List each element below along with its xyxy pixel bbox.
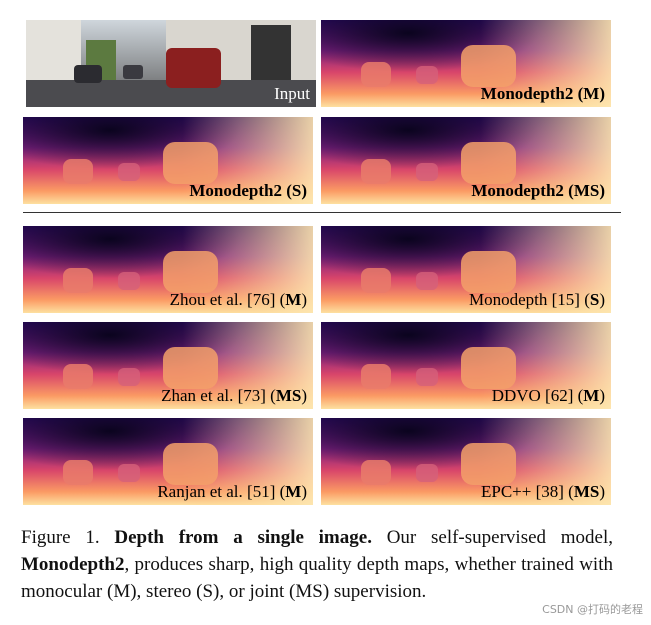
text-run: Zhou et al. [76] ( — [169, 290, 286, 309]
depth-map: EPC++ [38] (MS) — [321, 418, 611, 505]
text-run: Depth from a single image. — [114, 527, 372, 548]
text-run: ) — [599, 290, 605, 309]
depth-map: Ranjan et al. [51] (M) — [23, 418, 313, 505]
text-run: Monodepth2 — [21, 554, 125, 575]
text-run: MS — [573, 482, 600, 501]
panel-label: Monodepth2 (M) — [481, 84, 605, 104]
text-run: MS — [275, 386, 302, 405]
text-run: Zhan et al. [73] ( — [161, 386, 276, 405]
text-run: ) — [301, 482, 307, 501]
text-run: EPC++ [38] ( — [480, 482, 574, 501]
text-run: Monodepth2 (MS) — [471, 181, 605, 200]
text-run: S — [589, 290, 600, 309]
text-run: Input — [274, 84, 310, 103]
depth-map: Zhou et al. [76] (M) — [23, 226, 313, 313]
text-run: Figure 1. — [21, 527, 115, 548]
depth-map: Monodepth2 (M) — [321, 20, 611, 107]
text-run: Monodepth2 (S) — [189, 181, 307, 200]
caption: Figure 1. Depth from a single image. Our… — [21, 524, 613, 605]
panel-label: EPC++ [38] (MS) — [481, 482, 605, 502]
panel-label: Input — [274, 84, 310, 104]
watermark: CSDN @打码的老程 — [542, 603, 643, 616]
text-run: M — [285, 290, 302, 309]
depth-map: Monodepth2 (S) — [23, 117, 313, 204]
text-run: M — [285, 482, 302, 501]
panel-label: Monodepth [15] (S) — [469, 290, 605, 310]
text-run: Our self-supervised model, — [371, 527, 614, 548]
panel-label: Monodepth2 (S) — [189, 181, 307, 201]
text-run: Monodepth2 (M) — [480, 84, 605, 103]
panel-label: Ranjan et al. [51] (M) — [157, 482, 307, 502]
panel-label: Monodepth2 (MS) — [471, 181, 605, 201]
input-image: Input — [26, 20, 316, 107]
panel-label: Zhan et al. [73] (MS) — [161, 386, 307, 406]
depth-map: DDVO [62] (M) — [321, 322, 611, 409]
depth-map: Zhan et al. [73] (MS) — [23, 322, 313, 409]
text-run: DDVO [62] ( — [491, 386, 584, 405]
separator — [23, 212, 621, 213]
depth-map: Monodepth2 (MS) — [321, 117, 611, 204]
text-run: , produces sharp, high quality depth map… — [21, 554, 613, 602]
text-run: M — [583, 386, 600, 405]
text-run: Monodepth [15] ( — [468, 290, 590, 309]
panel-label: DDVO [62] (M) — [492, 386, 605, 406]
text-run: ) — [599, 482, 605, 501]
depth-map: Monodepth [15] (S) — [321, 226, 611, 313]
panel-label: Zhou et al. [76] (M) — [170, 290, 307, 310]
text-run: Ranjan et al. [51] ( — [157, 482, 286, 501]
text-run: ) — [301, 290, 307, 309]
text-run: ) — [599, 386, 605, 405]
text-run: ) — [301, 386, 307, 405]
